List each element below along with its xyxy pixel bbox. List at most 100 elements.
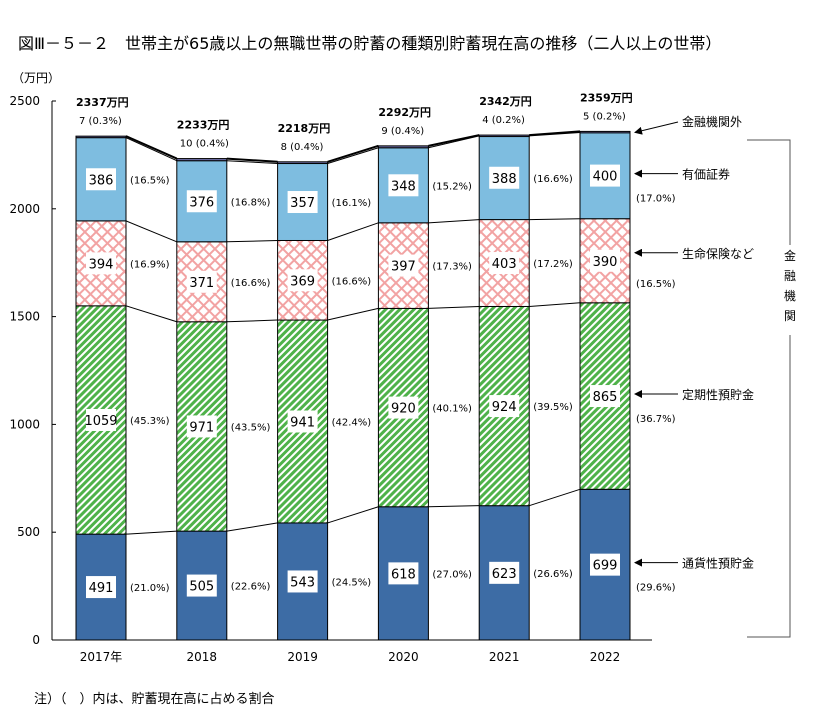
bracket-label: 関	[784, 309, 796, 323]
value-label: 618	[391, 567, 416, 582]
value-label-box	[590, 249, 620, 272]
x-tick-label: 2021	[489, 650, 520, 664]
value-label-box	[590, 164, 620, 187]
other-label: 8 (0.4%)	[281, 142, 324, 153]
connector-line	[226, 319, 278, 323]
value-label-box	[388, 562, 419, 585]
connector-line	[529, 130, 581, 137]
legend-label: 生命保険など	[682, 246, 754, 261]
value-label: 400	[593, 170, 618, 185]
connector-line	[529, 302, 581, 307]
percent-label: (17.0%)	[636, 194, 676, 205]
legend-label: 定期性預貯金	[682, 387, 754, 402]
percent-label: (29.6%)	[636, 583, 676, 594]
bar-segment	[75, 135, 127, 139]
connector-line	[327, 307, 379, 321]
value-label: 1059	[84, 414, 117, 429]
value-label: 505	[189, 580, 214, 595]
value-label-box	[388, 174, 419, 197]
value-label: 491	[89, 581, 114, 596]
percent-label: (16.5%)	[636, 279, 676, 290]
x-tick-label: 2018	[187, 650, 218, 664]
percent-label: (36.7%)	[636, 414, 676, 425]
bracket-label: 金	[784, 248, 796, 263]
total-label: 2359万円	[580, 91, 633, 104]
percent-label: (17.2%)	[533, 259, 573, 270]
other-label: 5 (0.2%)	[583, 111, 626, 122]
bar-segment	[176, 158, 228, 162]
percent-label: (16.8%)	[231, 197, 271, 208]
value-label-box	[86, 408, 116, 431]
value-label: 623	[492, 567, 517, 582]
value-label-box	[287, 410, 318, 433]
value-label: 699	[593, 559, 618, 574]
connector-line	[226, 160, 278, 165]
value-label-box	[86, 168, 116, 191]
value-label: 403	[492, 257, 517, 272]
percent-label: (26.6%)	[533, 569, 573, 580]
value-label: 386	[89, 173, 114, 188]
connector-line	[226, 157, 278, 163]
bracket-label: 機	[784, 288, 796, 303]
other-label: 10 (0.4%)	[180, 139, 229, 150]
total-label: 2233万円	[177, 119, 230, 132]
other-label: 4 (0.2%)	[482, 115, 525, 126]
y-tick-label: 1000	[9, 417, 40, 431]
value-label: 971	[189, 420, 214, 435]
connector-line	[327, 222, 379, 241]
connector-line	[125, 305, 177, 323]
percent-label: (15.2%)	[432, 181, 472, 192]
percent-label: (42.4%)	[332, 417, 372, 428]
value-label-box	[86, 252, 116, 275]
chart-title: 図Ⅲ－５－２ 世帯主が65歳以上の無職世帯の貯蓄の種類別貯蓄現在高の推移（二人以…	[18, 34, 722, 53]
other-label: 7 (0.3%)	[79, 116, 122, 127]
connector-line	[125, 137, 178, 162]
connector-line	[428, 134, 480, 147]
x-tick-label: 2020	[388, 650, 419, 664]
value-label: 390	[593, 255, 618, 270]
percent-label: (16.5%)	[130, 175, 170, 186]
percent-label: (16.6%)	[332, 276, 372, 287]
value-label: 371	[189, 276, 214, 291]
connector-line	[226, 522, 278, 532]
value-label-box	[186, 270, 217, 293]
bar-segment	[377, 145, 429, 149]
value-label: 920	[391, 402, 416, 417]
connector-line	[125, 135, 178, 160]
value-label-box	[489, 166, 520, 189]
value-label-box	[186, 190, 217, 213]
total-label: 2337万円	[76, 96, 129, 109]
value-label-box	[590, 385, 620, 408]
financial-bracket	[747, 139, 791, 638]
value-label-box	[287, 570, 318, 593]
value-label: 865	[593, 390, 618, 405]
y-axis-label: （万円）	[12, 71, 60, 85]
bar-segment	[478, 134, 530, 138]
percent-label: (40.1%)	[432, 404, 472, 415]
value-label: 388	[492, 172, 517, 187]
percent-label: (16.1%)	[332, 198, 372, 209]
percent-label: (16.9%)	[130, 259, 170, 270]
bar-segment	[579, 488, 631, 641]
total-label: 2292万円	[378, 106, 431, 119]
connector-line	[428, 135, 480, 149]
value-label: 369	[290, 274, 315, 289]
connector-line	[529, 218, 581, 221]
y-tick-label: 2000	[9, 202, 40, 216]
percent-label: (16.6%)	[533, 174, 573, 185]
other-label: 9 (0.4%)	[381, 126, 424, 137]
value-label: 543	[290, 575, 315, 590]
value-label-box	[388, 254, 419, 277]
footnote: 注）（ ）内は、貯蓄現在高に占める割合	[34, 692, 275, 707]
value-label: 924	[492, 400, 517, 415]
value-label-box	[86, 576, 116, 599]
value-label-box	[489, 252, 520, 275]
value-label: 394	[89, 257, 114, 272]
value-label-box	[186, 574, 217, 597]
connector-line	[226, 239, 278, 243]
y-tick-label: 0	[32, 633, 40, 647]
value-label: 348	[391, 179, 416, 194]
value-label: 941	[290, 415, 315, 430]
connector-line	[428, 505, 480, 508]
